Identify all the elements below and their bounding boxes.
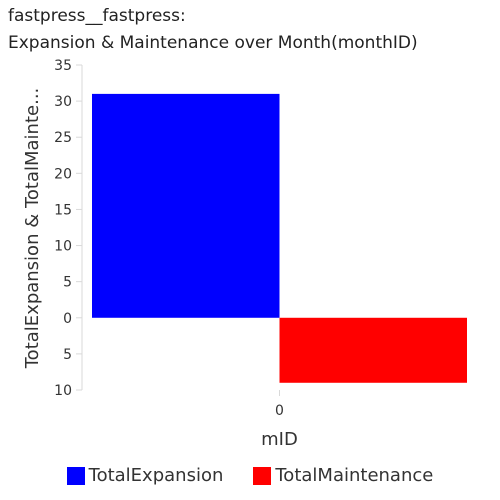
x-tick-label: 0 <box>275 403 284 419</box>
y-tick-label: 10 <box>54 239 72 255</box>
bar-chart: 35 30 25 20 15 10 5 0 5 10 0 mID TotalExpansion & To… <box>22 58 467 450</box>
y-tick-label: 10 <box>54 383 72 399</box>
legend-swatch-expansion <box>66 466 85 485</box>
legend-swatch-maintenance <box>253 466 272 485</box>
y-axis-label: TotalExpansion & TotalMainte... <box>22 88 43 370</box>
legend-label-expansion: TotalExpansion <box>88 465 224 486</box>
legend-item-expansion[interactable]: TotalExpansion <box>66 465 224 486</box>
y-tick-label: 5 <box>63 275 72 291</box>
chart-title-line-2: Expansion & Maintenance over Month(month… <box>8 33 418 53</box>
y-tick-label: 0 <box>63 311 72 327</box>
chart-title-line-1: fastpress__fastpress: <box>8 6 186 26</box>
y-tick-label: 30 <box>54 94 72 110</box>
y-tick-label: 25 <box>54 130 72 146</box>
bar-totalexpansion <box>92 93 280 318</box>
y-tick-label: 15 <box>54 202 72 218</box>
bar-totalmaintenance <box>279 317 467 383</box>
y-tick-label: 20 <box>54 166 72 182</box>
legend: TotalExpansion TotalMaintenance <box>0 465 500 486</box>
x-axis-label: mID <box>261 429 298 450</box>
y-tick-label: 35 <box>54 58 72 74</box>
legend-item-maintenance[interactable]: TotalMaintenance <box>253 465 433 486</box>
y-tick-label: 5 <box>63 347 72 363</box>
legend-label-maintenance: TotalMaintenance <box>275 465 434 486</box>
